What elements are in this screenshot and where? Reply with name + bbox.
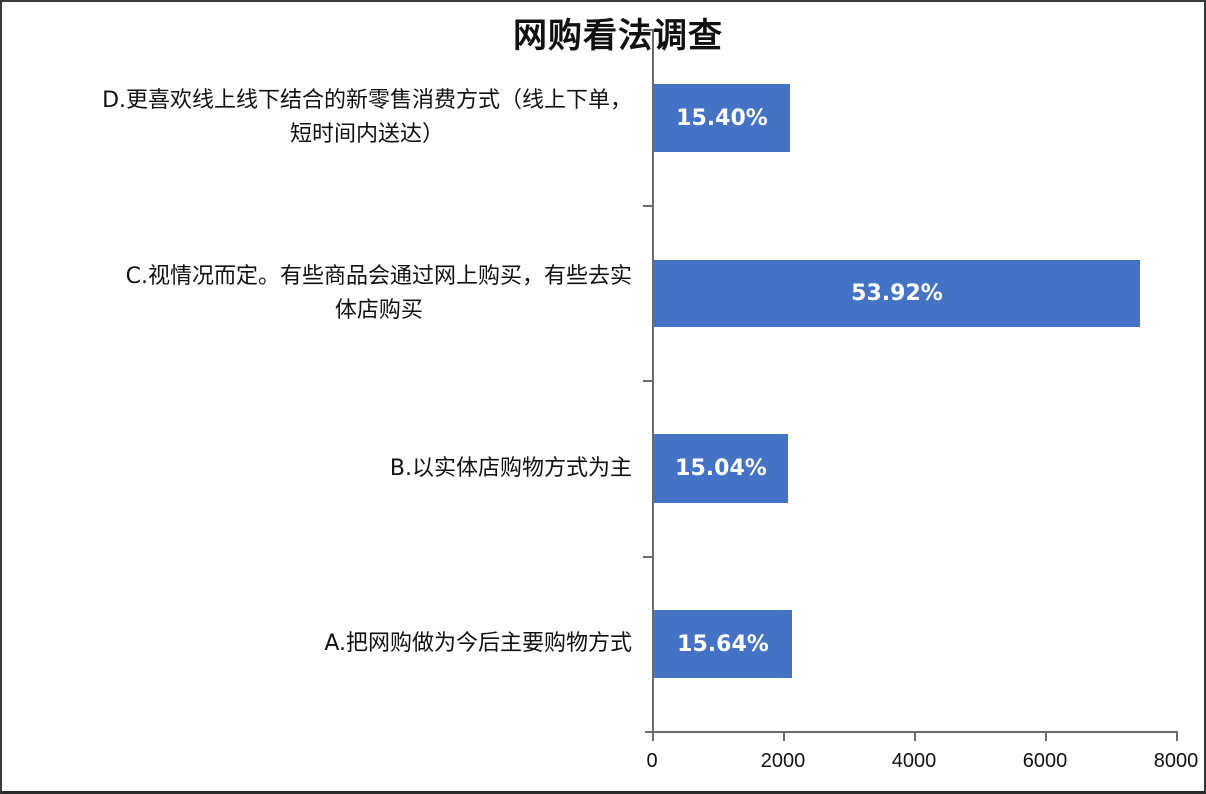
category-label-line: B.以实体店购物方式为主 [389,456,632,481]
category-label-c: C.视情况而定。有些商品会通过网上购买，有些去实 体店购买 [126,260,632,328]
x-axis-tick [652,731,654,741]
bar-c: 53.92% [654,260,1140,327]
bar-a: 15.64% [654,610,792,678]
x-axis-line [645,731,1177,733]
category-label-b: B.以实体店购物方式为主 [390,452,632,486]
x-axis-tick [1045,731,1047,741]
y-axis-tick [643,29,654,31]
chart-title: 网购看法调查 [513,16,723,56]
bar-data-label: 15.64% [677,631,769,657]
y-axis-tick [643,380,654,382]
bar-data-label: 53.92% [851,281,943,306]
x-tick-label: 0 [646,750,658,772]
bar-data-label: 15.04% [675,456,767,481]
x-tick-label: 2000 [760,750,806,772]
x-tick-label: 8000 [1153,750,1199,772]
x-axis-tick [783,731,785,741]
bar-b: 15.04% [654,434,788,503]
category-label-line: D.更喜欢线上线下结合的新零售消费方式（线上下单， [102,88,632,113]
bar-data-label: 15.40% [676,105,768,131]
category-label-d: D.更喜欢线上线下结合的新零售消费方式（线上下单， 短时间内送达） [102,84,632,152]
x-axis-tick [1176,731,1178,741]
category-label-line: 体店购买 [334,298,423,323]
category-label-line: 短时间内送达） [290,122,445,147]
category-label-line: C.视情况而定。有些商品会通过网上购买，有些去实 [125,264,632,289]
category-label-a: A.把网购做为今后主要购物方式 [324,627,632,661]
x-tick-label: 6000 [1022,750,1068,772]
y-axis-tick [643,556,654,558]
x-axis-tick [914,731,916,741]
bar-d: 15.40% [654,84,790,152]
category-label-line: A.把网购做为今后主要购物方式 [324,631,632,656]
y-axis-tick [643,205,654,207]
x-tick-label: 4000 [891,750,937,772]
